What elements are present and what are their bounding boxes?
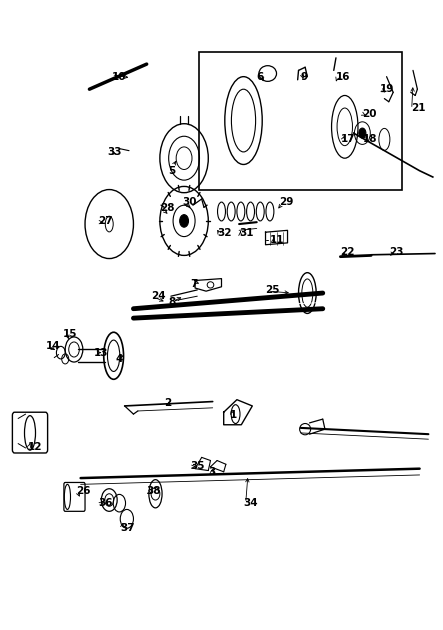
Text: 3: 3	[208, 467, 216, 477]
Text: 14: 14	[46, 341, 60, 352]
Text: 21: 21	[411, 103, 425, 113]
Text: 34: 34	[244, 498, 258, 508]
Text: 1: 1	[230, 410, 237, 420]
Text: 6: 6	[256, 72, 264, 82]
Circle shape	[180, 215, 188, 227]
Text: 26: 26	[76, 486, 91, 496]
Text: 8: 8	[169, 297, 176, 307]
Text: 29: 29	[279, 197, 293, 207]
Text: 2: 2	[164, 398, 171, 408]
Text: 16: 16	[336, 72, 350, 82]
Text: 5: 5	[169, 166, 176, 176]
Text: 27: 27	[98, 216, 113, 226]
Text: 9: 9	[301, 72, 308, 82]
Text: 19: 19	[380, 84, 394, 94]
Text: 36: 36	[98, 498, 113, 508]
Text: 24: 24	[151, 291, 166, 301]
Text: 12: 12	[28, 442, 42, 452]
Text: 25: 25	[265, 285, 280, 295]
Text: 35: 35	[190, 461, 205, 471]
Text: 10: 10	[112, 72, 126, 82]
Text: 30: 30	[182, 197, 196, 207]
Text: 37: 37	[120, 524, 135, 533]
Text: 17: 17	[340, 134, 355, 144]
Text: 18: 18	[362, 134, 377, 144]
Text: 4: 4	[116, 354, 123, 364]
Text: 13: 13	[94, 348, 109, 358]
Text: 20: 20	[362, 109, 377, 119]
Text: 11: 11	[270, 235, 284, 244]
Text: 31: 31	[239, 229, 253, 239]
Text: 33: 33	[107, 147, 121, 157]
Circle shape	[359, 128, 366, 138]
Text: 7: 7	[190, 278, 198, 289]
Text: 15: 15	[63, 329, 78, 339]
Text: 38: 38	[147, 486, 161, 496]
Text: 28: 28	[160, 203, 175, 214]
Text: 32: 32	[217, 229, 232, 239]
Text: 22: 22	[340, 248, 355, 257]
Text: 23: 23	[389, 248, 403, 257]
